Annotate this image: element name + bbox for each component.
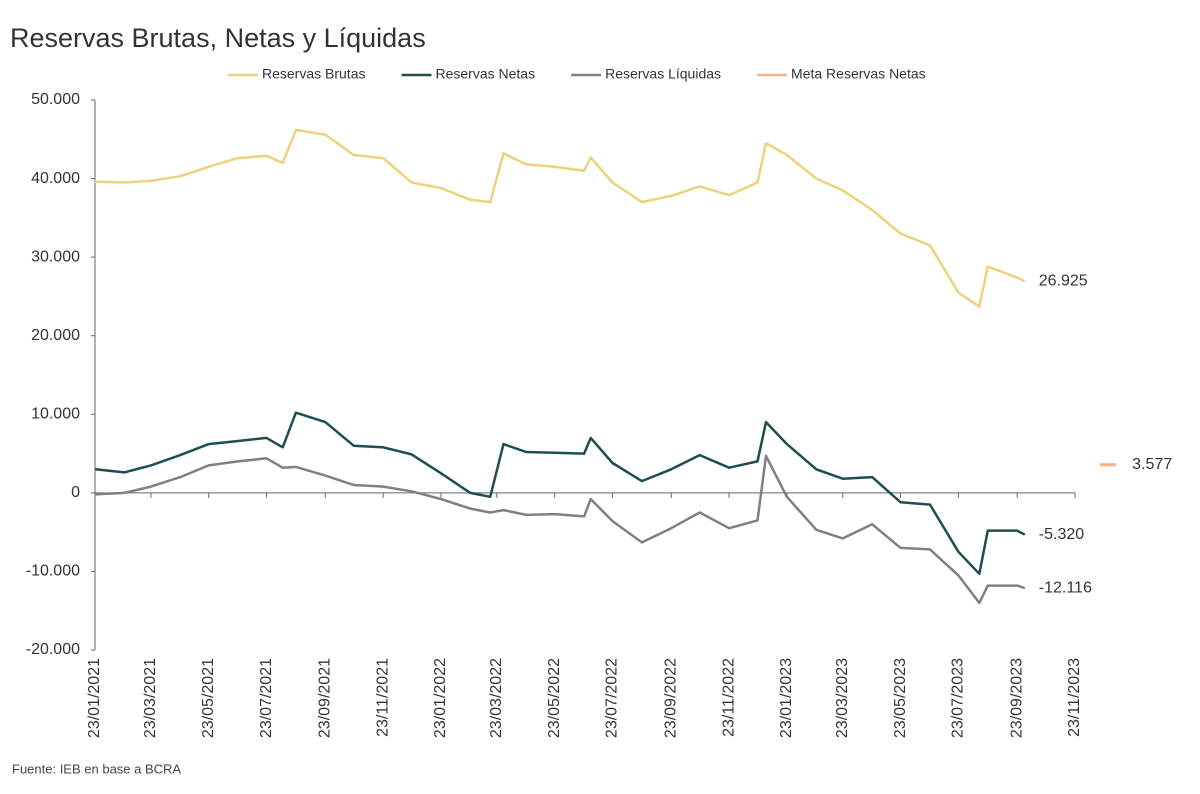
x-tick-label: 23/11/2022 <box>720 658 737 737</box>
x-tick-label: 23/07/2023 <box>950 658 967 738</box>
x-tick-label: 23/05/2023 <box>892 658 909 738</box>
series-line <box>94 411 1026 576</box>
value-label: -5.320 <box>1039 526 1084 543</box>
series-line <box>94 454 1026 605</box>
x-tick-label: 23/11/2023 <box>1066 658 1083 737</box>
x-tick-label: 23/03/2021 <box>142 658 159 738</box>
x-tick-label: 23/01/2023 <box>778 658 795 738</box>
y-tick-label: 50.000 <box>31 91 80 108</box>
x-tick-label: 23/07/2021 <box>258 658 275 738</box>
y-tick-label: 10.000 <box>31 406 80 423</box>
x-tick-label: 23/01/2022 <box>432 658 449 738</box>
legend-label: Reservas Netas <box>435 66 535 82</box>
chart-title: Reservas Brutas, Netas y Líquidas <box>10 23 426 53</box>
x-tick-label: 23/05/2022 <box>546 658 563 738</box>
x-tick-label: 23/03/2022 <box>488 658 505 738</box>
y-tick-label: 40.000 <box>31 170 80 187</box>
series-line <box>94 128 1026 308</box>
legend-label: Meta Reservas Netas <box>791 66 926 82</box>
x-tick-label: 23/01/2021 <box>86 658 103 738</box>
y-tick-label: 0 <box>71 484 80 501</box>
y-tick-label: 30.000 <box>31 248 80 265</box>
value-label: 26.925 <box>1039 273 1088 290</box>
x-tick-label: 23/09/2023 <box>1008 658 1025 738</box>
y-tick-label: -10.000 <box>26 563 80 580</box>
x-tick-label: 23/03/2023 <box>834 658 851 738</box>
x-tick-label: 23/05/2021 <box>200 658 217 738</box>
x-tick-label: 23/11/2021 <box>374 658 391 737</box>
legend-label: Reservas Líquidas <box>605 66 721 82</box>
x-tick-label: 23/09/2022 <box>662 658 679 738</box>
x-tick-label: 23/07/2022 <box>604 658 621 738</box>
x-tick-label: 23/09/2021 <box>317 658 334 738</box>
source-note: Fuente: IEB en base a BCRA <box>12 761 181 776</box>
legend-label: Reservas Brutas <box>262 66 365 82</box>
value-label: 3.577 <box>1132 456 1172 473</box>
value-label: -12.116 <box>1039 579 1092 596</box>
y-tick-label: 20.000 <box>31 327 80 344</box>
y-tick-label: -20.000 <box>26 641 80 658</box>
